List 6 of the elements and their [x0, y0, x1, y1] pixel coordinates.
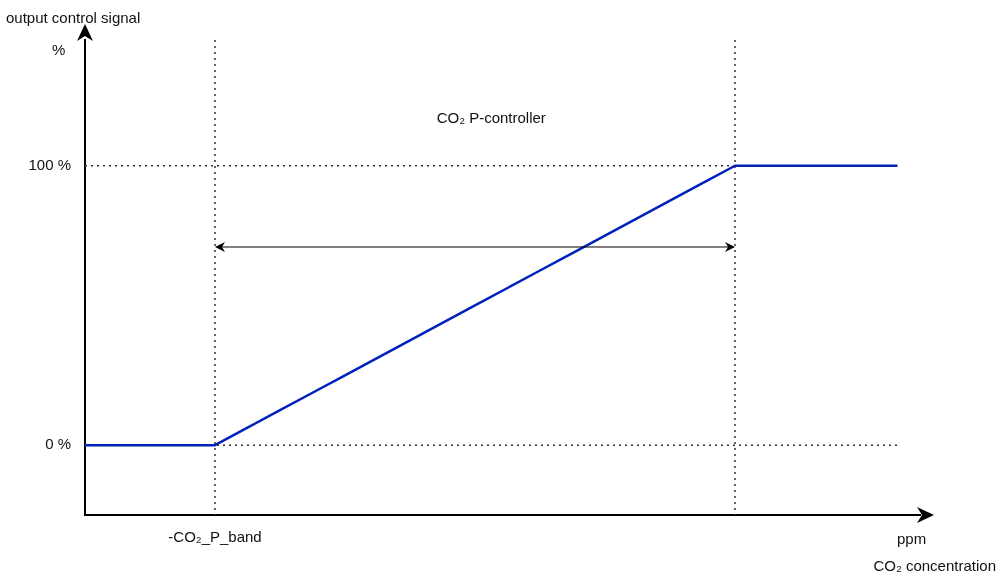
x-axis-title: ppm CO₂ concentration	[873, 530, 996, 574]
text: CO₂ P-controller	[435, 108, 547, 126]
y-tick-label: 100 %	[28, 155, 71, 173]
x-tick-label: -CO₂_P_band	[168, 528, 262, 546]
y-tick-label: 0 %	[45, 435, 71, 453]
y-axis-title: output control signal %	[6, 9, 141, 58]
